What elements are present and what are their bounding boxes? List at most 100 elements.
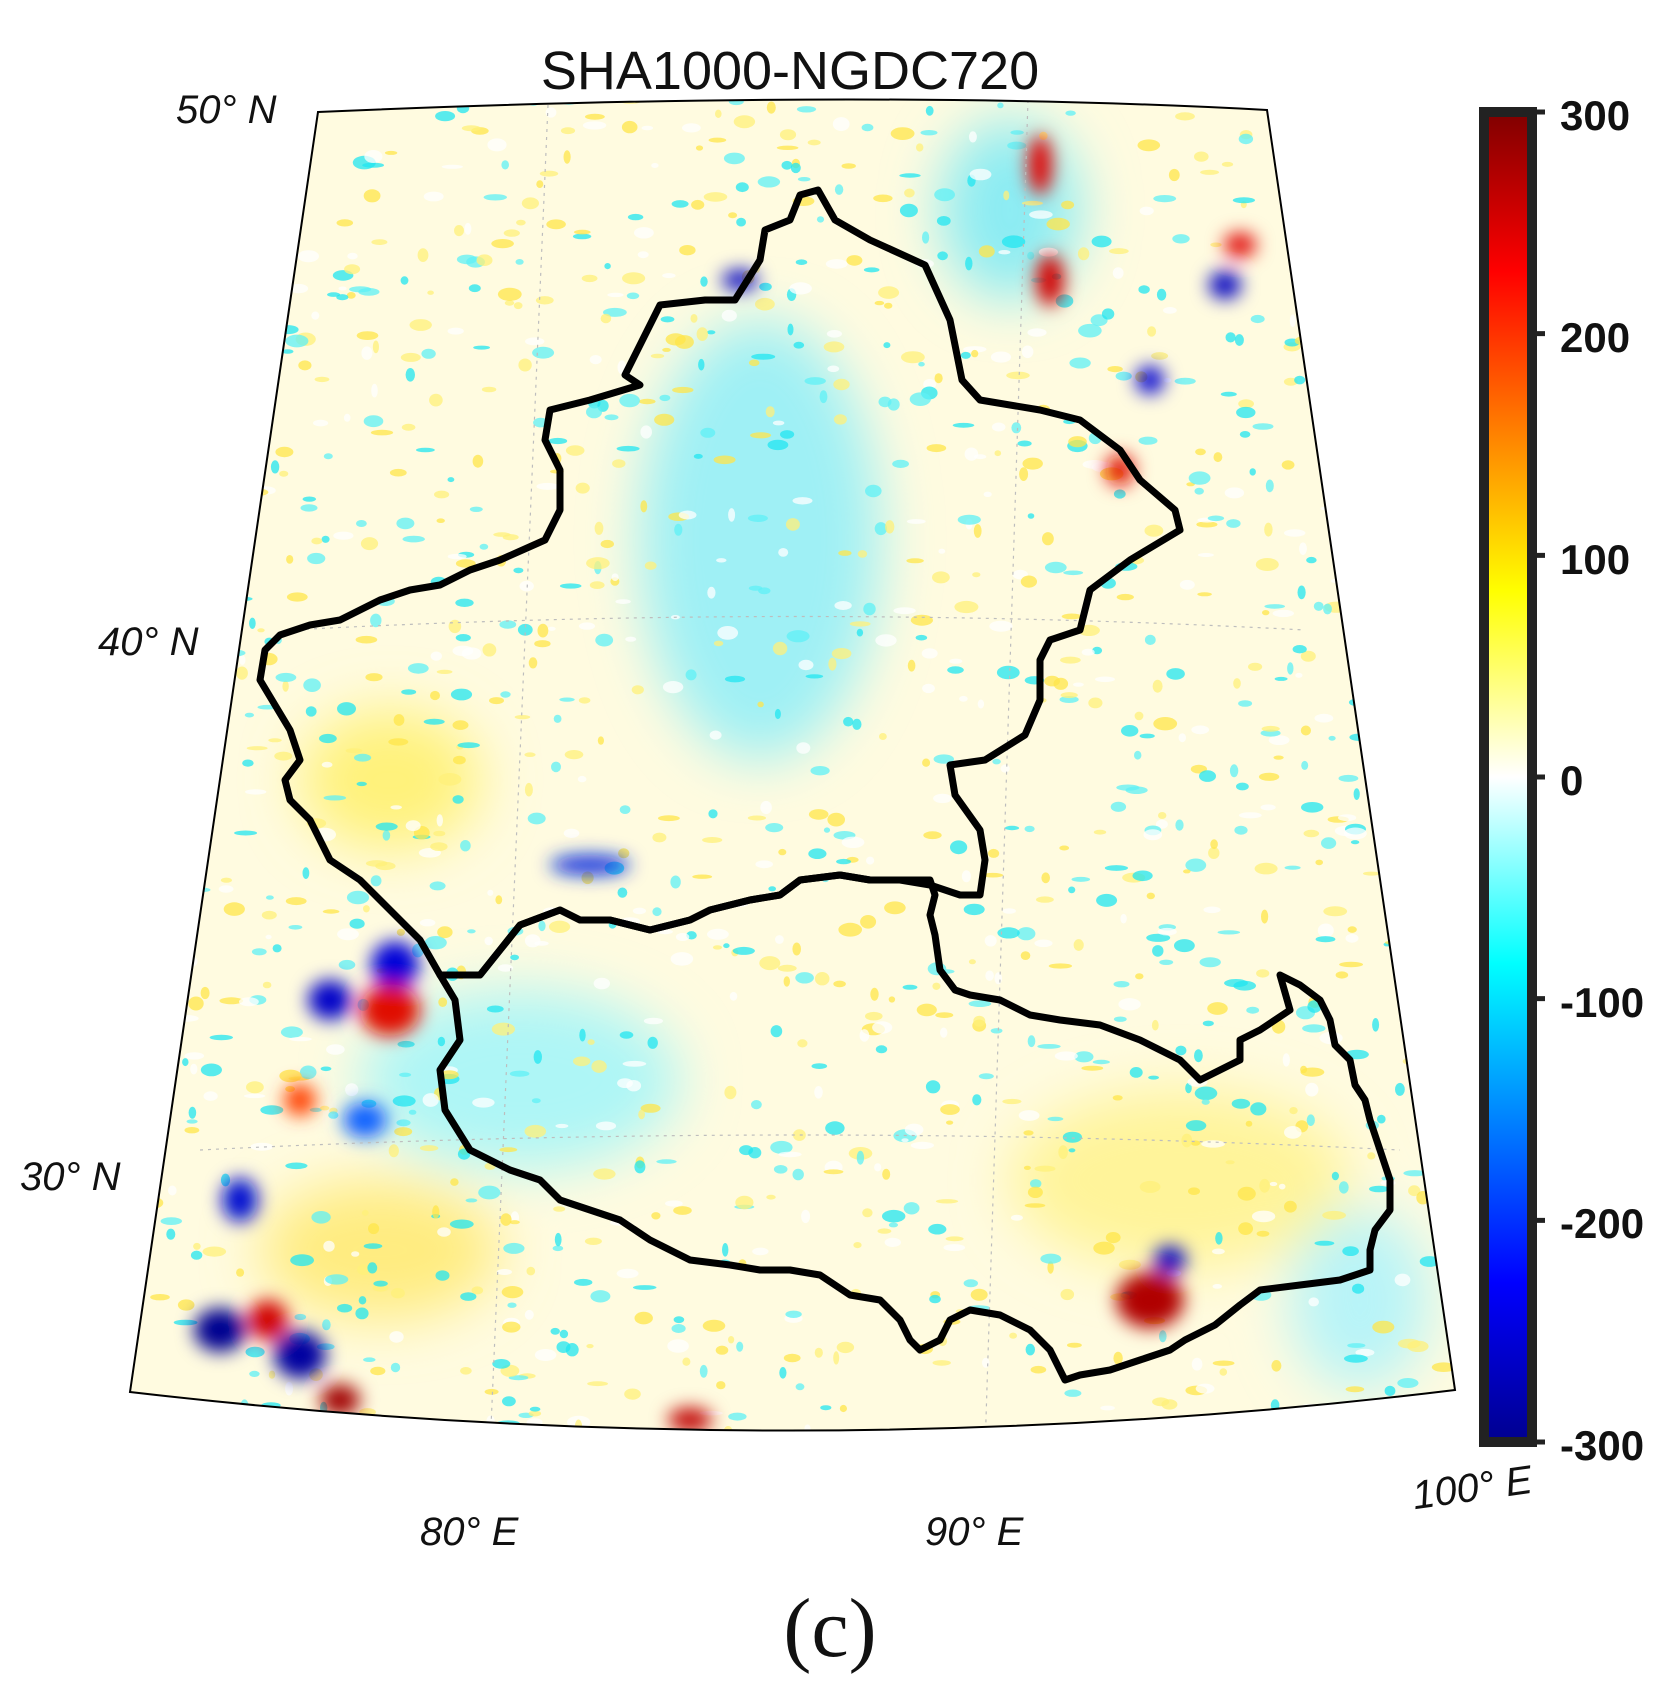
- noise-blob: [922, 758, 931, 767]
- noise-blob: [371, 239, 388, 246]
- noise-blob: [619, 393, 640, 408]
- noise-blob: [142, 606, 152, 613]
- noise-blob: [1289, 314, 1296, 327]
- noise-blob: [622, 272, 646, 285]
- noise-blob: [827, 812, 845, 827]
- noise-blob: [182, 1058, 189, 1067]
- noise-blob: [707, 586, 716, 599]
- noise-blob: [1179, 579, 1195, 590]
- noise-blob: [1433, 1429, 1450, 1431]
- noise-blob: [823, 827, 831, 833]
- noise-blob: [160, 394, 183, 399]
- noise-blob: [275, 145, 296, 159]
- noise-blob: [548, 437, 568, 445]
- noise-blob: [678, 510, 697, 520]
- noise-blob: [556, 1341, 571, 1353]
- noise-blob: [1093, 1241, 1115, 1255]
- noise-blob: [907, 659, 916, 672]
- noise-blob: [1153, 1429, 1166, 1431]
- noise-blob: [634, 227, 654, 239]
- noise-blob: [1129, 1067, 1143, 1078]
- noise-blob: [674, 523, 683, 536]
- noise-blob: [246, 1081, 264, 1094]
- noise-blob: [1378, 213, 1391, 219]
- noise-blob: [289, 1037, 312, 1042]
- noise-blob: [435, 111, 456, 122]
- noise-blob: [1338, 814, 1357, 822]
- noise-blob: [796, 106, 817, 113]
- noise-blob: [904, 1123, 924, 1136]
- noise-blob: [612, 459, 626, 468]
- noise-blob: [778, 1151, 802, 1158]
- noise-blob: [526, 1266, 536, 1276]
- noise-blob: [933, 754, 954, 764]
- noise-blob: [1156, 288, 1167, 301]
- noise-blob: [777, 964, 797, 972]
- noise-blob: [654, 413, 675, 426]
- noise-blob: [1292, 645, 1307, 654]
- noise-blob: [407, 663, 429, 674]
- noise-blob: [375, 822, 398, 831]
- noise-blob: [1220, 391, 1237, 397]
- noise-blob: [1077, 247, 1090, 261]
- noise-blob: [1259, 1178, 1270, 1193]
- noise-blob: [703, 192, 728, 202]
- noise-blob: [294, 1313, 307, 1321]
- noise-blob: [502, 1321, 521, 1333]
- noise-blob: [1107, 366, 1123, 373]
- noise-blob: [888, 1222, 899, 1228]
- noise-blob: [716, 1381, 726, 1390]
- noise-blob: [884, 901, 906, 915]
- noise-blob: [1010, 130, 1024, 135]
- noise-blob: [242, 1433, 262, 1446]
- noise-blob: [582, 121, 607, 130]
- noise-blob: [828, 657, 837, 671]
- noise-blob: [177, 1299, 195, 1311]
- noise-blob: [1144, 634, 1156, 646]
- noise-blob: [1372, 1018, 1380, 1032]
- noise-blob: [691, 199, 705, 210]
- noise-blob: [553, 1206, 566, 1212]
- noise-blob: [804, 377, 826, 385]
- colorbar-tick-label: -300: [1560, 1422, 1645, 1469]
- noise-blob: [250, 1142, 274, 1151]
- noise-blob: [130, 1115, 151, 1123]
- noise-blob: [436, 814, 443, 827]
- noise-blob: [188, 996, 204, 1011]
- noise-blob: [365, 860, 388, 867]
- noise-blob: [954, 600, 979, 614]
- noise-blob: [709, 730, 722, 740]
- noise-blob: [808, 809, 829, 820]
- noise-blob: [1329, 281, 1347, 290]
- noise-blob: [946, 1120, 954, 1125]
- noise-blob: [205, 782, 218, 793]
- noise-blob: [1284, 865, 1301, 870]
- noise-blob: [1236, 782, 1249, 791]
- noise-blob: [288, 925, 303, 930]
- noise-blob: [313, 419, 329, 427]
- noise-blob: [479, 543, 489, 550]
- noise-blob: [779, 129, 797, 141]
- noise-blob: [1419, 1256, 1440, 1267]
- noise-blob: [261, 910, 277, 920]
- noise-blob: [1105, 1232, 1121, 1244]
- noise-blob: [1442, 979, 1452, 990]
- noise-blob: [808, 848, 827, 859]
- noise-blob: [356, 520, 367, 527]
- noise-blob: [930, 92, 947, 99]
- noise-blob: [1146, 933, 1171, 942]
- noise-blob: [757, 176, 781, 188]
- noise-blob: [578, 697, 591, 704]
- noise-blob: [500, 99, 515, 101]
- noise-blob: [453, 755, 466, 765]
- noise-blob: [392, 1095, 416, 1107]
- noise-blob: [1449, 1328, 1455, 1341]
- noise-blob: [1295, 672, 1303, 678]
- noise-blob: [436, 669, 453, 675]
- noise-blob: [384, 150, 398, 155]
- noise-blob: [279, 470, 289, 477]
- noise-blob: [209, 1034, 233, 1041]
- noise-blob: [662, 347, 671, 352]
- noise-blob: [239, 314, 250, 328]
- noise-blob: [1358, 133, 1380, 148]
